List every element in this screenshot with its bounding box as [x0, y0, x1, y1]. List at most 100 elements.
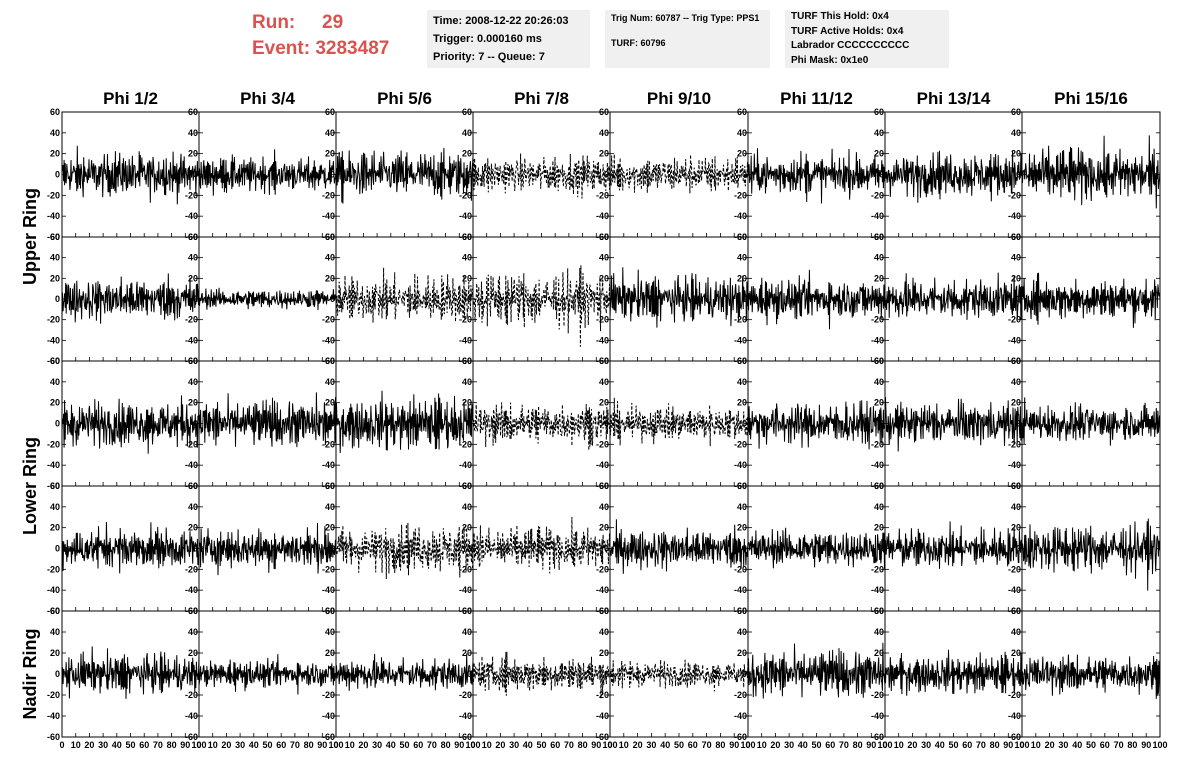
- y-tick-label: 40: [462, 377, 472, 387]
- waveform-trace-r2-c0: [61, 395, 200, 454]
- waveform-trace-r4-c7: [1021, 654, 1161, 699]
- y-tick-label: 60: [874, 356, 884, 366]
- y-tick-label: 60: [737, 107, 747, 117]
- y-tick-label: 40: [325, 253, 335, 263]
- column-header-phi-2: Phi 3/4: [240, 89, 295, 108]
- waveform-trace-r1-c1: [198, 287, 337, 311]
- column-header-phi-6: Phi 11/12: [780, 89, 853, 108]
- y-tick-label: 60: [462, 107, 472, 117]
- y-tick-label: -20: [1008, 439, 1021, 449]
- y-tick-label: -40: [734, 335, 747, 345]
- y-tick-label: 20: [1011, 523, 1021, 533]
- y-tick-label: 60: [737, 232, 747, 242]
- x-tick-label: 100: [328, 740, 343, 750]
- y-tick-label: 20: [462, 648, 472, 658]
- x-tick-label: 0: [882, 740, 887, 750]
- waveform-trace-r0-c0: [61, 145, 200, 205]
- y-tick-label: -20: [47, 690, 60, 700]
- y-tick-label: 40: [50, 627, 60, 637]
- y-tick-label: 20: [325, 273, 335, 283]
- row-header-nadir-ring: Nadir Ring: [20, 628, 40, 719]
- y-tick-label: 0: [742, 669, 747, 679]
- y-tick-label: 40: [599, 128, 609, 138]
- y-tick-label: 40: [1011, 253, 1021, 263]
- waveform-trace-r0-c1: [198, 149, 337, 196]
- y-tick-label: 40: [325, 128, 335, 138]
- y-tick-label: 40: [599, 377, 609, 387]
- time-line: Time: 2008-12-22 20:26:03: [433, 15, 569, 27]
- x-tick-label: 80: [715, 740, 725, 750]
- y-tick-label: 40: [599, 627, 609, 637]
- y-tick-label: 60: [737, 606, 747, 616]
- x-tick-label: 40: [249, 740, 259, 750]
- y-tick-label: -40: [47, 460, 60, 470]
- y-tick-label: 20: [325, 648, 335, 658]
- y-tick-label: 0: [1016, 419, 1021, 429]
- y-tick-label: -60: [185, 732, 198, 742]
- y-tick-label: 60: [325, 356, 335, 366]
- column-header-phi-4: Phi 7/8: [514, 89, 569, 108]
- waveform-trace-r1-c0: [61, 273, 200, 324]
- x-tick-label: 80: [990, 740, 1000, 750]
- y-tick-label: -60: [871, 732, 884, 742]
- y-tick-label: 60: [737, 481, 747, 491]
- y-tick-label: 40: [188, 377, 198, 387]
- x-tick-label: 40: [386, 740, 396, 750]
- y-tick-label: 60: [188, 107, 198, 117]
- run-event-box: Run: 29 Event: 3283487: [252, 10, 389, 62]
- trig-line: Trig Num: 60787 -- Trig Type: PPS1: [611, 13, 760, 23]
- x-tick-label: 60: [550, 740, 560, 750]
- y-tick-label: -20: [459, 315, 472, 325]
- y-tick-label: 0: [604, 294, 609, 304]
- y-tick-label: 40: [737, 128, 747, 138]
- y-tick-label: 0: [330, 544, 335, 554]
- y-tick-label: -20: [459, 564, 472, 574]
- x-tick-label: 10: [208, 740, 218, 750]
- x-tick-label: 100: [877, 740, 892, 750]
- x-tick-label: 50: [399, 740, 409, 750]
- time-info-box: Time: 2008-12-22 20:26:03 Trigger: 0.000…: [427, 10, 590, 68]
- x-tick-label: 70: [290, 740, 300, 750]
- waveform-trace-r4-c5: [747, 642, 886, 699]
- y-tick-label: 20: [188, 398, 198, 408]
- y-tick-label: -20: [185, 439, 198, 449]
- waveform-trace-r0-c6: [884, 150, 1023, 203]
- y-tick-label: 60: [599, 606, 609, 616]
- x-tick-label: 60: [139, 740, 149, 750]
- x-tick-label: 90: [454, 740, 464, 750]
- y-tick-label: 60: [462, 232, 472, 242]
- x-tick-label: 100: [740, 740, 755, 750]
- waveform-trace-r3-c7: [1021, 518, 1161, 591]
- y-tick-label: -40: [734, 711, 747, 721]
- y-tick-label: 60: [599, 481, 609, 491]
- y-tick-label: 0: [742, 419, 747, 429]
- y-tick-label: 60: [188, 606, 198, 616]
- turf-info-box: TURF This Hold: 0x4 TURF Active Holds: 0…: [785, 10, 949, 68]
- y-tick-label: 0: [193, 170, 198, 180]
- y-tick-label: 0: [467, 544, 472, 554]
- x-tick-label: 100: [602, 740, 617, 750]
- y-tick-label: 40: [462, 253, 472, 263]
- run-line: Run: 29: [252, 10, 389, 36]
- waveform-trace-r0-c3: [472, 153, 611, 199]
- x-tick-label: 0: [1019, 740, 1024, 750]
- x-tick-label: 80: [1127, 740, 1137, 750]
- x-tick-label: 70: [976, 740, 986, 750]
- y-tick-label: 20: [50, 523, 60, 533]
- y-tick-label: -40: [596, 711, 609, 721]
- y-tick-label: 0: [193, 544, 198, 554]
- x-tick-label: 30: [235, 740, 245, 750]
- y-tick-label: 60: [462, 606, 472, 616]
- y-tick-label: 60: [325, 606, 335, 616]
- y-tick-label: 60: [50, 606, 60, 616]
- y-tick-label: 60: [50, 232, 60, 242]
- y-tick-label: -40: [1008, 585, 1021, 595]
- y-tick-label: -40: [596, 585, 609, 595]
- labrador-line: Labrador CCCCCCCCCC: [791, 40, 910, 51]
- y-tick-label: 40: [325, 377, 335, 387]
- y-tick-label: -60: [459, 732, 472, 742]
- x-tick-label: 0: [333, 740, 338, 750]
- waveform-trace-r1-c6: [884, 272, 1023, 321]
- x-tick-label: 20: [1045, 740, 1055, 750]
- y-tick-label: -60: [47, 481, 60, 491]
